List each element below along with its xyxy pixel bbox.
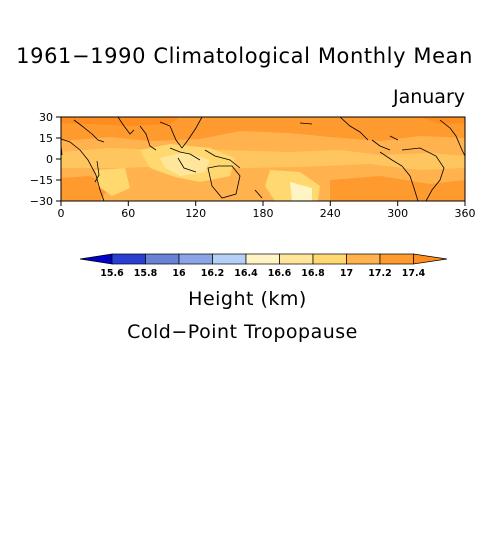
colorbar-segment [379, 253, 414, 265]
lat-label: −15 [30, 174, 53, 187]
colorbar-segment [279, 253, 314, 265]
colorbar-label: 17 [340, 268, 353, 279]
colorbar-segment [245, 253, 280, 265]
coastlines [61, 117, 465, 201]
lat-label: 0 [46, 153, 53, 166]
colorbar-label: 15.6 [100, 268, 124, 279]
lon-labels: 0 60 120 180 240 300 360 [58, 207, 476, 220]
colorbar-label: 16.8 [301, 268, 325, 279]
lat-labels: 30 15 0 −15 −30 [30, 111, 53, 208]
colorbar [79, 253, 448, 265]
colorbar-label: 17.2 [368, 268, 391, 279]
colorbar-segment [312, 253, 347, 265]
map-field [61, 117, 465, 201]
colorbar-label: 15.8 [134, 268, 158, 279]
lat-label: −30 [30, 195, 53, 208]
colorbar-label: 16.2 [201, 268, 224, 279]
colorbar-segment [212, 253, 247, 265]
colorbar-label: 17.4 [402, 268, 426, 279]
lon-label: 60 [121, 207, 135, 220]
colorbar-segment [346, 253, 381, 265]
field-caption: Cold−Point Tropopause [127, 321, 358, 343]
colorbar-segment [413, 253, 448, 265]
units-label: Height (km) [188, 288, 307, 310]
colorbar-label: 16.4 [234, 268, 258, 279]
month-label: January [392, 86, 465, 108]
colorbar-label: 16.6 [268, 268, 292, 279]
lon-label: 240 [320, 207, 341, 220]
chart-title: 1961−1990 Climatological Monthly Mean [16, 44, 473, 68]
colorbar-label: 16 [172, 268, 186, 279]
lon-label: 180 [253, 207, 274, 220]
colorbar-segment [79, 253, 113, 265]
lat-label: 15 [39, 132, 53, 145]
lon-ticks [60, 201, 466, 206]
lon-label: 0 [58, 207, 65, 220]
lon-label: 120 [185, 207, 206, 220]
colorbar-segment [178, 253, 213, 265]
colorbar-labels: 15.6 15.8 16 16.2 16.4 16.6 16.8 17 17.2… [100, 268, 425, 279]
colorbar-segment [111, 253, 146, 265]
lat-label: 30 [39, 111, 53, 124]
lon-label: 300 [387, 207, 408, 220]
colorbar-segment [145, 253, 180, 265]
lat-ticks [56, 116, 61, 202]
lon-label: 360 [455, 207, 476, 220]
